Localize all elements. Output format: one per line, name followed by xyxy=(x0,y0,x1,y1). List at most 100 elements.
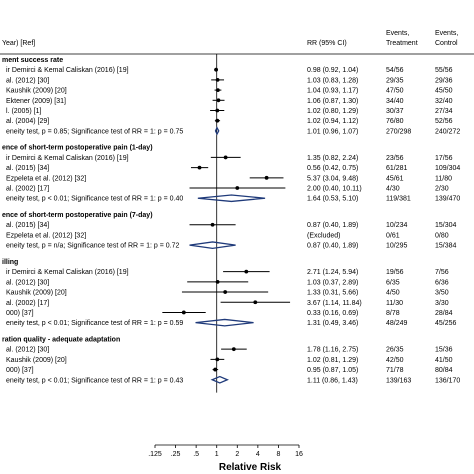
group-summary-events-control: 136/170 xyxy=(435,377,460,384)
study-label: Kaushik (2009) [20] xyxy=(6,357,67,364)
study-events-treatment: 47/50 xyxy=(386,88,404,95)
study-events-control: 45/50 xyxy=(435,88,453,95)
study-events-control: 3/30 xyxy=(435,300,449,307)
study-label: 000) [37] xyxy=(6,310,34,317)
study-point-estimate xyxy=(216,98,221,103)
study-rr-text: (Excluded) xyxy=(307,232,340,239)
study-rr-text: 2.00 (0.40, 10.11) xyxy=(307,186,362,193)
study-label: al. (2012) [30] xyxy=(6,77,49,84)
study-events-control: 109/304 xyxy=(435,165,460,172)
study-events-control: 7/56 xyxy=(435,269,449,276)
group-title: ence of short-term postoperative pain (1… xyxy=(2,145,153,152)
group-summary-events-control: 15/384 xyxy=(435,243,457,250)
study-events-control: 29/36 xyxy=(435,77,453,84)
study-events-treatment: 23/56 xyxy=(386,155,404,162)
study-rr-text: 1.03 (0.83, 1.28) xyxy=(307,77,358,84)
study-events-treatment: 30/37 xyxy=(386,108,404,115)
group-summary-rr-text: 1.64 (0.53, 5.10) xyxy=(307,196,358,203)
study-point-estimate xyxy=(244,269,249,274)
header-events-treatment-line1: Events, xyxy=(386,30,409,37)
study-label: al. (2012) [30] xyxy=(6,279,49,286)
study-label: Kaushik (2009) [20] xyxy=(6,290,67,297)
group-summary-events-treatment: 119/381 xyxy=(386,196,411,203)
x-axis-tick-label: .125 xyxy=(148,451,162,458)
header-events-control-line2: Control xyxy=(435,40,458,47)
forest-rows: ment success rate ir Demirci & Kemal Cali… xyxy=(2,54,460,393)
study-rr-text: 1.35 (0.82, 2.24) xyxy=(307,155,358,162)
study-rr-text: 1.04 (0.93, 1.17) xyxy=(307,88,358,95)
header-rr-column: RR (95% CI) xyxy=(307,40,347,47)
study-point-estimate xyxy=(181,310,186,315)
study-label: ir Demirci & Kemal Caliskan (2016) [19] xyxy=(6,67,129,74)
study-events-control: 41/50 xyxy=(435,357,453,364)
study-point-estimate xyxy=(253,300,258,305)
study-point-estimate xyxy=(264,175,269,180)
group-summary-label: eneity test, p = 0.85; Significance test… xyxy=(6,128,183,135)
group-summary-diamond xyxy=(197,194,266,203)
group-summary-rr-text: 0.87 (0.40, 1.89) xyxy=(307,243,358,250)
x-axis-tick-label: 4 xyxy=(256,451,260,458)
study-events-treatment: 6/35 xyxy=(386,279,400,286)
study-label: Ektener (2009) [31] xyxy=(6,98,66,105)
x-axis: Relative Risk .125 .25 .5 1 2 4 8 16 xyxy=(148,444,303,473)
header: Year) [Ref] RR (95% CI) Events, Treatmen… xyxy=(0,30,474,55)
study-point-estimate xyxy=(231,347,236,352)
x-axis-tick-label: .5 xyxy=(193,451,199,458)
study-point-estimate xyxy=(223,155,228,160)
study-events-control: 27/34 xyxy=(435,108,453,115)
study-label: al. (2015) [34] xyxy=(6,165,49,172)
study-point-estimate xyxy=(214,67,219,72)
study-events-control: 17/56 xyxy=(435,155,453,162)
study-events-treatment: 8/78 xyxy=(386,310,400,317)
study-label: al. (2015) [34] xyxy=(6,222,49,229)
study-events-control: 15/304 xyxy=(435,222,457,229)
group-title: ence of short-term postoperative pain (7… xyxy=(2,212,153,219)
study-events-treatment: 26/35 xyxy=(386,347,404,354)
study-events-treatment: 34/40 xyxy=(386,98,404,105)
header-events-treatment-line2: Treatment xyxy=(386,40,418,47)
study-events-treatment: 11/30 xyxy=(386,300,403,307)
study-events-control: 6/36 xyxy=(435,279,449,286)
group-summary-events-treatment: 48/249 xyxy=(386,320,408,327)
x-axis-tick-label: 8 xyxy=(276,451,280,458)
x-axis-tick-label: 2 xyxy=(235,451,239,458)
group-summary-label: eneity test, p < 0.01; Significance test… xyxy=(6,320,183,327)
study-point-estimate xyxy=(223,290,228,294)
study-rr-text: 1.03 (0.37, 2.89) xyxy=(307,279,358,286)
study-rr-text: 0.95 (0.87, 1.05) xyxy=(307,367,358,374)
group-summary-label: eneity test, p < 0.01; Significance test… xyxy=(6,377,183,384)
header-study-column: Year) [Ref] xyxy=(2,40,35,47)
study-rr-text: 0.87 (0.40, 1.89) xyxy=(307,222,358,229)
group-summary-events-control: 45/256 xyxy=(435,320,457,327)
group-title: ration quality - adequate adaptation xyxy=(2,336,120,343)
study-events-control: 55/56 xyxy=(435,67,453,74)
study-events-treatment: 0/61 xyxy=(386,232,400,239)
study-rr-text: 0.33 (0.16, 0.69) xyxy=(307,310,358,317)
study-rr-text: 1.78 (1.16, 2.75) xyxy=(307,347,358,354)
study-point-estimate xyxy=(215,88,220,92)
study-events-control: 80/84 xyxy=(435,367,453,374)
study-label: al. (2002) [17] xyxy=(6,300,49,307)
group-summary-rr-text: 1.01 (0.96, 1.07) xyxy=(307,128,358,135)
study-events-control: 32/40 xyxy=(435,98,453,105)
study-label: al. (2012) [30] xyxy=(6,347,49,354)
study-label: l. (2005) [1] xyxy=(6,108,41,115)
group-summary-label: eneity test, p = n/a; Significance test … xyxy=(6,243,179,250)
study-events-treatment: 29/35 xyxy=(386,77,404,84)
study-events-treatment: 4/50 xyxy=(386,290,400,297)
study-label: ir Demirci & Kemal Caliskan (2016) [19] xyxy=(6,269,129,276)
study-rr-text: 1.02 (0.94, 1.12) xyxy=(307,118,358,125)
study-rr-text: 0.56 (0.42, 0.75) xyxy=(307,165,358,172)
study-point-estimate xyxy=(215,118,220,123)
study-events-control: 11/80 xyxy=(435,175,452,182)
study-label: al. (2002) [17] xyxy=(6,186,49,193)
group-summary-events-control: 240/272 xyxy=(435,128,460,135)
study-events-control: 3/50 xyxy=(435,290,449,297)
study-rr-text: 5.37 (3.04, 9.48) xyxy=(307,175,358,182)
group-summary-events-treatment: 270/298 xyxy=(386,128,411,135)
x-axis-tick-label: 1 xyxy=(215,451,219,458)
study-rr-text: 3.67 (1.14, 11.84) xyxy=(307,300,362,307)
group-summary-events-treatment: 139/163 xyxy=(386,377,411,384)
study-label: 000) [37] xyxy=(6,367,34,374)
